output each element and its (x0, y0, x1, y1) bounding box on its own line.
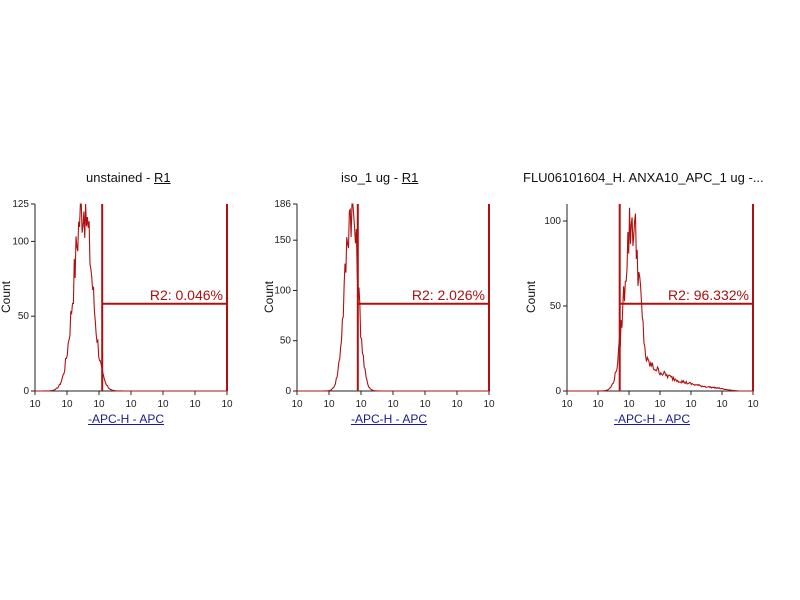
x-tick-label: 10 (61, 399, 73, 410)
y-tick-label: 50 (18, 311, 30, 322)
chart-title-text: iso_1 ug - (341, 170, 402, 185)
x-tick-label: 10 (125, 399, 137, 410)
y-tick-label: 50 (550, 301, 562, 312)
chart-title-iso: iso_1 ug - R1 (341, 170, 418, 185)
y-tick-label: 186 (274, 199, 291, 210)
gate-label: R2: 96.332% (668, 287, 749, 303)
y-tick-label: 0 (285, 386, 291, 397)
gate-label: R2: 2.026% (412, 287, 485, 303)
x-axis-label[interactable]: -APC-H - APC (88, 412, 165, 426)
x-tick-label: 10 (654, 399, 666, 410)
y-tick-label: 50 (280, 336, 292, 347)
chart-title-gate-link[interactable]: R1 (153, 170, 171, 185)
x-axis-label[interactable]: -APC-H - APC (614, 412, 691, 426)
y-tick-label: 0 (555, 386, 561, 397)
x-tick-label: 10 (157, 399, 169, 410)
y-tick-label: 100 (544, 216, 561, 227)
chart-title-text: unstained - (86, 170, 154, 185)
histogram-trace (34, 203, 227, 392)
x-tick-label: 10 (561, 399, 573, 410)
x-tick-label: 10 (29, 399, 41, 410)
x-tick-label: 10 (355, 399, 367, 410)
chart-title-gate-link[interactable]: R1 (401, 170, 419, 185)
x-tick-label: 10 (419, 399, 431, 410)
y-tick-label: 125 (12, 199, 29, 210)
x-tick-label: 10 (93, 399, 105, 410)
y-tick-label: 100 (12, 236, 29, 247)
chart-title-anxa10: FLU06101604_H. ANXA10_APC_1 ug -... (523, 170, 764, 185)
histogram-trace (567, 207, 753, 392)
y-tick-label: 0 (23, 386, 29, 397)
gate-label: R2: 0.046% (150, 287, 223, 303)
x-tick-label: 10 (623, 399, 635, 410)
x-tick-label: 10 (291, 399, 303, 410)
x-tick-label: 10 (685, 399, 697, 410)
x-tick-label: 10 (189, 399, 201, 410)
x-tick-label: 10 (483, 399, 495, 410)
x-tick-label: 10 (323, 399, 335, 410)
chart-title-text: FLU06101604_H. ANXA10_APC_1 ug -... (523, 170, 764, 185)
y-tick-label: 100 (274, 285, 291, 296)
x-tick-label: 10 (387, 399, 399, 410)
chart-title-unstained: unstained - R1 (86, 170, 171, 185)
x-axis-label[interactable]: -APC-H - APC (351, 412, 428, 426)
x-tick-label: 10 (451, 399, 463, 410)
x-tick-label: 10 (716, 399, 728, 410)
y-tick-label: 150 (274, 235, 291, 246)
x-tick-label: 10 (592, 399, 604, 410)
x-tick-label: 10 (747, 399, 759, 410)
histogram-trace (297, 203, 489, 392)
x-tick-label: 10 (221, 399, 233, 410)
